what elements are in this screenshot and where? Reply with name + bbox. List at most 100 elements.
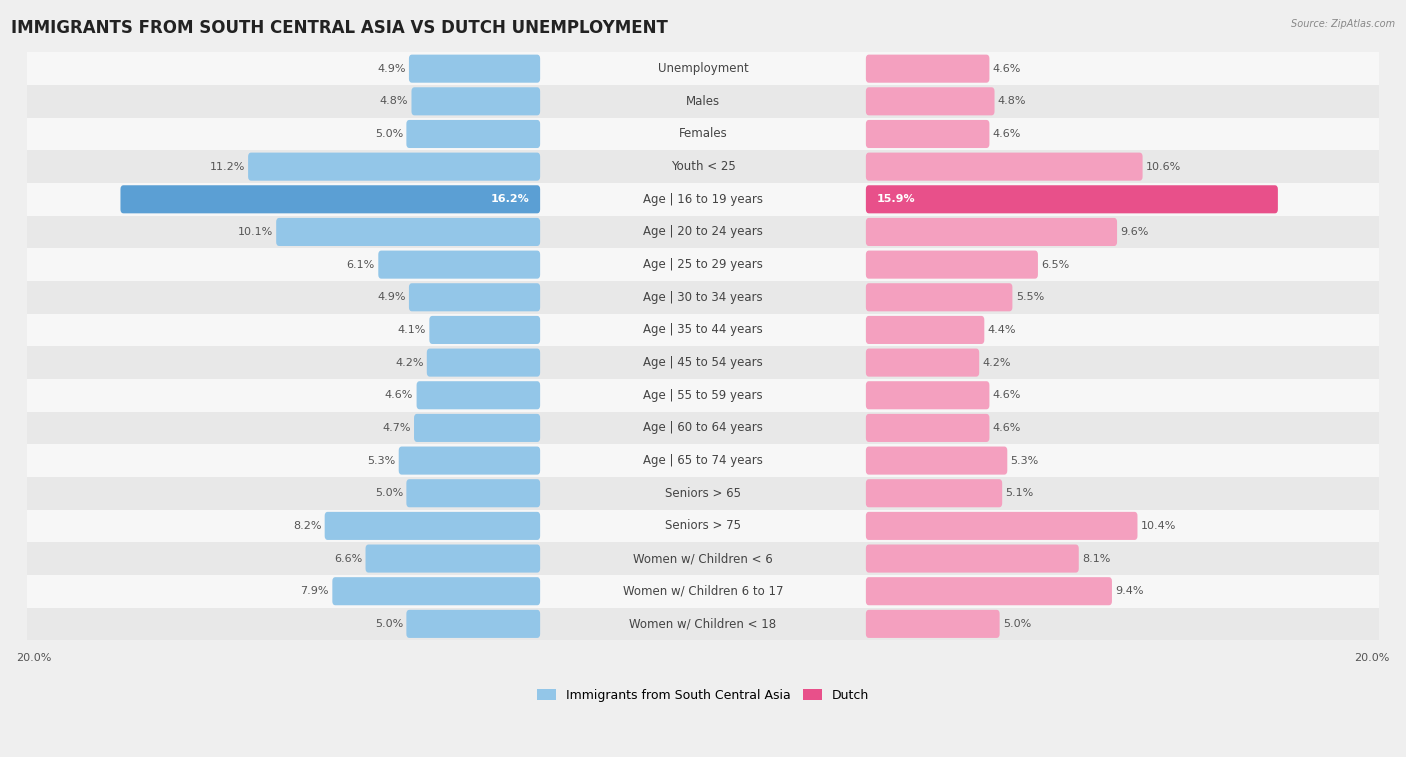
Legend: Immigrants from South Central Asia, Dutch: Immigrants from South Central Asia, Dutc… <box>531 684 875 707</box>
Text: Women w/ Children < 6: Women w/ Children < 6 <box>633 552 773 565</box>
Bar <box>27 52 1379 85</box>
FancyBboxPatch shape <box>866 577 1112 606</box>
Text: 5.0%: 5.0% <box>375 488 404 498</box>
Text: Age | 65 to 74 years: Age | 65 to 74 years <box>643 454 763 467</box>
FancyBboxPatch shape <box>866 218 1116 246</box>
Text: 4.4%: 4.4% <box>987 325 1017 335</box>
Bar <box>27 509 1379 542</box>
Text: Youth < 25: Youth < 25 <box>671 160 735 173</box>
Text: 4.6%: 4.6% <box>993 391 1021 400</box>
Text: 15.9%: 15.9% <box>876 195 915 204</box>
FancyBboxPatch shape <box>866 153 1143 181</box>
Text: 4.6%: 4.6% <box>993 64 1021 73</box>
FancyBboxPatch shape <box>399 447 540 475</box>
Text: 5.5%: 5.5% <box>1015 292 1045 302</box>
Text: 4.6%: 4.6% <box>993 129 1021 139</box>
Text: Source: ZipAtlas.com: Source: ZipAtlas.com <box>1291 19 1395 29</box>
FancyBboxPatch shape <box>866 120 990 148</box>
Text: Unemployment: Unemployment <box>658 62 748 75</box>
Text: 10.4%: 10.4% <box>1140 521 1177 531</box>
Text: 10.1%: 10.1% <box>238 227 273 237</box>
Text: 4.1%: 4.1% <box>398 325 426 335</box>
FancyBboxPatch shape <box>866 414 990 442</box>
Text: 8.1%: 8.1% <box>1083 553 1111 563</box>
Text: 6.1%: 6.1% <box>347 260 375 269</box>
FancyBboxPatch shape <box>427 348 540 377</box>
Text: 6.5%: 6.5% <box>1042 260 1070 269</box>
Text: 20.0%: 20.0% <box>1354 653 1389 663</box>
FancyBboxPatch shape <box>866 544 1078 572</box>
FancyBboxPatch shape <box>866 348 979 377</box>
FancyBboxPatch shape <box>378 251 540 279</box>
FancyBboxPatch shape <box>409 283 540 311</box>
Bar <box>27 117 1379 151</box>
FancyBboxPatch shape <box>866 87 994 115</box>
Text: Males: Males <box>686 95 720 107</box>
Text: 5.1%: 5.1% <box>1005 488 1033 498</box>
Bar <box>27 346 1379 379</box>
Bar <box>27 248 1379 281</box>
FancyBboxPatch shape <box>121 185 540 213</box>
Bar <box>27 477 1379 509</box>
FancyBboxPatch shape <box>413 414 540 442</box>
Text: 4.2%: 4.2% <box>395 357 423 368</box>
Text: 4.6%: 4.6% <box>385 391 413 400</box>
Text: Age | 30 to 34 years: Age | 30 to 34 years <box>643 291 763 304</box>
FancyBboxPatch shape <box>412 87 540 115</box>
FancyBboxPatch shape <box>406 610 540 638</box>
FancyBboxPatch shape <box>866 251 1038 279</box>
FancyBboxPatch shape <box>409 55 540 83</box>
Text: 4.8%: 4.8% <box>380 96 408 106</box>
FancyBboxPatch shape <box>866 283 1012 311</box>
Text: 8.2%: 8.2% <box>292 521 322 531</box>
Text: Women w/ Children < 18: Women w/ Children < 18 <box>630 618 776 631</box>
FancyBboxPatch shape <box>866 185 1278 213</box>
Text: 5.0%: 5.0% <box>375 129 404 139</box>
FancyBboxPatch shape <box>332 577 540 606</box>
Text: 4.2%: 4.2% <box>983 357 1011 368</box>
Text: 10.6%: 10.6% <box>1146 162 1181 172</box>
Bar <box>27 281 1379 313</box>
Text: Age | 25 to 29 years: Age | 25 to 29 years <box>643 258 763 271</box>
Bar <box>27 379 1379 412</box>
Text: Age | 35 to 44 years: Age | 35 to 44 years <box>643 323 763 336</box>
Text: Age | 16 to 19 years: Age | 16 to 19 years <box>643 193 763 206</box>
Text: 4.7%: 4.7% <box>382 423 411 433</box>
FancyBboxPatch shape <box>429 316 540 344</box>
Text: 5.3%: 5.3% <box>1011 456 1039 466</box>
FancyBboxPatch shape <box>416 382 540 410</box>
FancyBboxPatch shape <box>866 447 1007 475</box>
Text: 5.0%: 5.0% <box>1002 619 1031 629</box>
FancyBboxPatch shape <box>866 610 1000 638</box>
Bar <box>27 412 1379 444</box>
Bar <box>27 313 1379 346</box>
Bar <box>27 608 1379 640</box>
Text: 7.9%: 7.9% <box>301 586 329 597</box>
Bar <box>27 542 1379 575</box>
FancyBboxPatch shape <box>247 153 540 181</box>
Text: 16.2%: 16.2% <box>491 195 530 204</box>
Text: Age | 60 to 64 years: Age | 60 to 64 years <box>643 422 763 435</box>
Bar <box>27 183 1379 216</box>
Text: 4.9%: 4.9% <box>377 64 405 73</box>
Text: 9.6%: 9.6% <box>1121 227 1149 237</box>
Text: Age | 20 to 24 years: Age | 20 to 24 years <box>643 226 763 238</box>
FancyBboxPatch shape <box>406 479 540 507</box>
Text: Seniors > 65: Seniors > 65 <box>665 487 741 500</box>
Bar <box>27 85 1379 117</box>
Text: 9.4%: 9.4% <box>1115 586 1143 597</box>
Text: 4.6%: 4.6% <box>993 423 1021 433</box>
Text: Females: Females <box>679 127 727 141</box>
Text: 4.8%: 4.8% <box>998 96 1026 106</box>
Text: 4.9%: 4.9% <box>377 292 405 302</box>
Text: 6.6%: 6.6% <box>335 553 363 563</box>
Text: 20.0%: 20.0% <box>17 653 52 663</box>
Text: Women w/ Children 6 to 17: Women w/ Children 6 to 17 <box>623 584 783 598</box>
FancyBboxPatch shape <box>866 382 990 410</box>
Text: Seniors > 75: Seniors > 75 <box>665 519 741 532</box>
Bar <box>27 151 1379 183</box>
FancyBboxPatch shape <box>276 218 540 246</box>
FancyBboxPatch shape <box>866 316 984 344</box>
FancyBboxPatch shape <box>406 120 540 148</box>
Text: 5.3%: 5.3% <box>367 456 395 466</box>
